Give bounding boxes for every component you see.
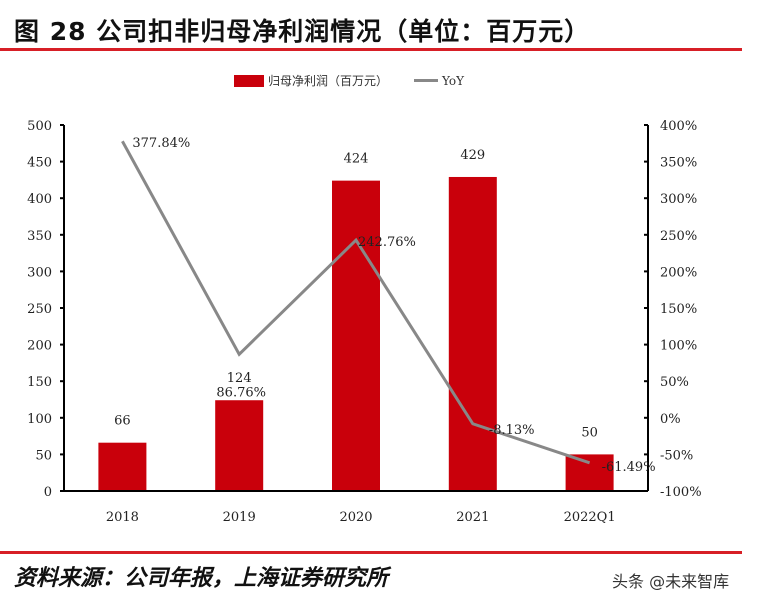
bar: [215, 400, 264, 491]
left-tick-label: 0: [44, 485, 52, 500]
bar: [332, 180, 380, 491]
yoy-value-label: 377.84%: [132, 136, 190, 151]
left-tick-label: 250: [27, 302, 52, 317]
x-tick-label: 2022Q1: [564, 510, 616, 525]
yoy-value-label: 86.76%: [216, 385, 266, 400]
right-tick-label: 300%: [660, 192, 697, 207]
yoy-line: [121, 140, 591, 465]
chart-legend: 归母净利润（百万元） YoY: [234, 72, 464, 89]
left-tick-label: 350: [27, 229, 52, 244]
right-tick-label: -100%: [660, 485, 702, 500]
left-tick-label: 500: [27, 119, 52, 134]
legend-line-swatch: [414, 79, 439, 82]
right-tick-label: 150%: [660, 302, 697, 317]
title-divider: [0, 48, 742, 51]
yoy-value-label: -8.13%: [489, 423, 535, 438]
bar-value-label: 50: [581, 425, 598, 440]
x-tick-label: 2020: [339, 510, 372, 525]
left-tick-label: 400: [27, 192, 52, 207]
bar: [565, 454, 614, 491]
legend-line-label: YoY: [442, 73, 465, 88]
yoy-value-label: 242.76%: [358, 235, 416, 250]
left-tick-label: 50: [35, 448, 52, 463]
left-tick-label: 100: [27, 412, 52, 427]
right-tick-label: 400%: [660, 119, 697, 134]
x-tick-label: 2021: [456, 510, 489, 525]
right-tick-label: -50%: [660, 448, 693, 463]
bar-value-label: 124: [227, 371, 252, 386]
legend-bar-label: 归母净利润（百万元）: [268, 74, 389, 88]
bar: [98, 442, 147, 491]
chart-title: 图 28 公司扣非归母净利润情况（单位：百万元）: [14, 17, 591, 46]
x-tick-label: 2018: [106, 510, 139, 525]
left-tick-label: 300: [27, 265, 52, 280]
bar-value-label: 424: [344, 152, 369, 167]
right-tick-label: 250%: [660, 229, 697, 244]
yoy-value-label: -61.49%: [602, 460, 656, 475]
left-tick-label: 200: [27, 339, 52, 354]
right-tick-label: 0%: [660, 412, 681, 427]
right-tick-label: 350%: [660, 156, 697, 171]
right-tick-label: 100%: [660, 339, 697, 354]
watermark: 头条 @未来智库: [612, 572, 730, 591]
legend-bar-swatch: [234, 74, 264, 87]
left-tick-label: 450: [27, 156, 52, 171]
right-tick-label: 200%: [660, 265, 697, 280]
source-divider: [0, 551, 742, 554]
right-tick-label: 50%: [660, 375, 689, 390]
left-tick-label: 150: [27, 375, 52, 390]
source-note: 资料来源：公司年报，上海证券研究所: [14, 565, 389, 591]
bar-value-label: 66: [114, 414, 131, 429]
x-tick-label: 2019: [223, 510, 256, 525]
bar: [448, 176, 497, 492]
bar-value-label: 429: [460, 148, 485, 163]
